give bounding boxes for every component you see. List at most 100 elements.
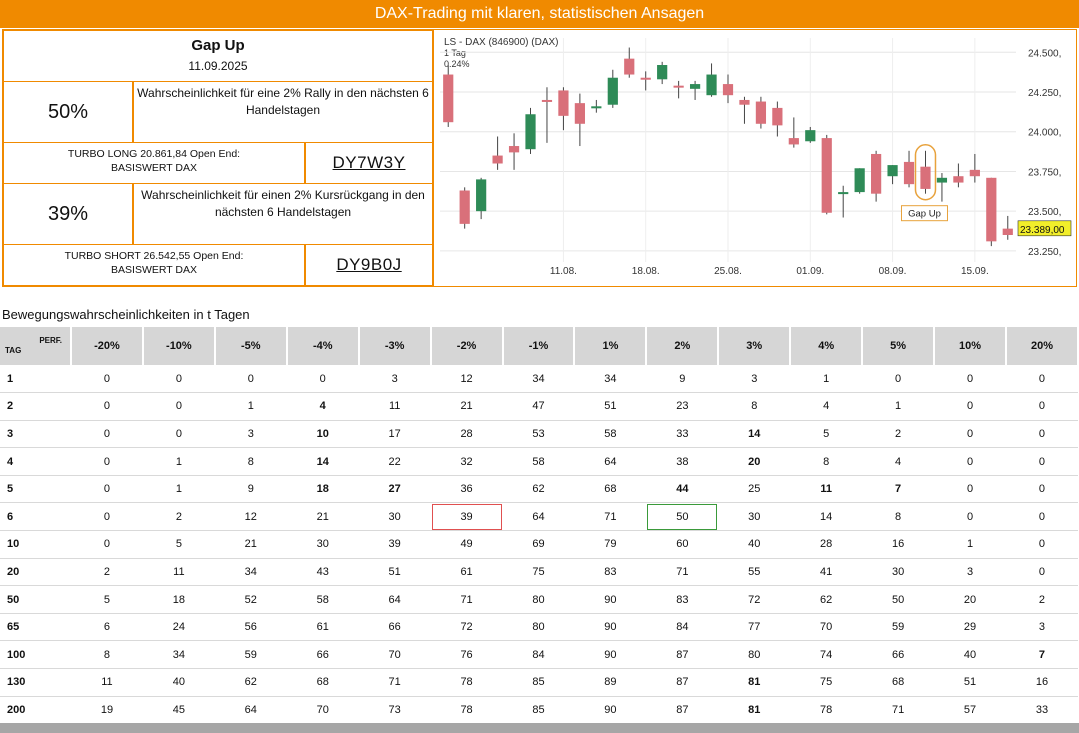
table-cell: 34 <box>574 365 647 394</box>
table-row: 10 0 5 21 30 39 49 69 79 60 40 28 16 1 0 <box>0 530 1078 559</box>
candle-body <box>492 155 503 164</box>
table-cell: 83 <box>574 558 647 587</box>
table-cell: 7 <box>1005 640 1078 670</box>
column-header: 1% <box>574 327 648 365</box>
candle-body <box>591 106 602 109</box>
turbo-long-code-link[interactable]: DY7W3Y <box>305 142 433 184</box>
table-cell: 78 <box>430 668 503 697</box>
candle-body <box>574 103 585 124</box>
table-header-row: PERF. TAG -20% -10% -5% -4% -3% -2% -1% 1% 2% 3% 4… <box>0 327 1079 365</box>
candle-body <box>722 84 734 96</box>
candle-body <box>558 90 569 116</box>
table-cell: 44 <box>646 475 719 504</box>
table-cell: 34 <box>502 365 575 394</box>
table-cell: 57 <box>934 696 1006 725</box>
candle-body <box>508 146 520 153</box>
table-cell: 55 <box>718 558 791 587</box>
table-cell: 41 <box>790 558 863 587</box>
column-header: -10% <box>142 327 216 365</box>
table-row: 5 0 1 9 18 27 36 62 68 44 25 11 7 0 0 <box>0 475 1078 504</box>
table-cell: 8 <box>71 640 143 670</box>
table-row: 50 5 18 52 58 64 71 80 90 83 72 62 50 20 2 <box>0 585 1078 614</box>
turbo-short-code-link[interactable]: DY9B0J <box>305 244 433 286</box>
table-cell: 0 <box>934 447 1006 476</box>
table-cell: 68 <box>286 668 359 697</box>
signal-header: Gap Up 11.09.2025 <box>3 30 433 82</box>
table-cell: 58 <box>502 447 575 476</box>
table-row: 2 0 0 1 4 11 21 47 51 23 8 4 1 0 0 <box>0 392 1078 421</box>
column-header: -5% <box>214 327 288 365</box>
table-cell: 0 <box>934 502 1006 532</box>
table-cell: 68 <box>862 668 935 697</box>
row-tag: 10 <box>0 530 71 559</box>
candle-body <box>821 138 832 213</box>
table-cell: 0 <box>71 530 143 559</box>
table-cell: 87 <box>646 696 719 725</box>
table-cell: 52 <box>214 585 287 614</box>
candle-body <box>657 65 668 80</box>
candle-body <box>887 165 898 177</box>
table-cell: 78 <box>430 696 503 725</box>
candle-body <box>969 169 980 177</box>
table-cell: 11 <box>358 392 431 421</box>
table-cell: 22 <box>358 447 431 476</box>
turbo-long-info: TURBO LONG 20.861,84 Open End: BASISWERT… <box>3 142 305 184</box>
gap-up-highlight-ring <box>914 144 937 201</box>
table-cell: 89 <box>574 668 647 697</box>
row-tag: 2 <box>0 392 71 421</box>
table-cell: 80 <box>502 613 575 642</box>
table-cell: 58 <box>286 585 359 614</box>
table-cell: 8 <box>790 447 863 476</box>
candle-body <box>953 176 964 183</box>
table-cell: 80 <box>718 640 791 670</box>
table-cell: 50 <box>862 585 935 614</box>
table-cell: 71 <box>430 585 503 614</box>
signal-date: 11.09.2025 <box>188 59 248 73</box>
table-cell: 7 <box>862 475 935 504</box>
row-tag: 4 <box>0 447 71 476</box>
table-cell: 5 <box>71 585 143 614</box>
table-cell: 1 <box>790 365 863 394</box>
table-cell: 28 <box>430 420 503 449</box>
table-cell: 51 <box>934 668 1006 697</box>
table-cell: 51 <box>358 558 431 587</box>
table-cell: 90 <box>574 696 647 725</box>
table-cell: 62 <box>790 585 863 614</box>
table-cell: 0 <box>934 475 1006 504</box>
row-tag: 65 <box>0 613 71 642</box>
table-cell: 12 <box>214 502 287 532</box>
table-cell: 81 <box>718 668 791 697</box>
row-tag: 100 <box>0 640 71 670</box>
table-cell: 0 <box>934 365 1006 394</box>
table-cell: 45 <box>142 696 215 725</box>
gap-up-label: Gap Up <box>908 209 941 220</box>
table-cell: 19 <box>71 696 143 725</box>
candle-body <box>755 101 767 124</box>
table-row: 200 19 45 64 70 73 78 85 90 87 81 78 71 57 33 <box>0 696 1078 725</box>
table-cell: 62 <box>502 475 575 504</box>
corner-header: PERF. TAG <box>0 327 72 365</box>
signal-panel: Gap Up 11.09.2025 50% Wahrscheinlichkeit… <box>2 29 434 287</box>
y-tick-label: 23.750, <box>1028 167 1061 178</box>
table-cell: 59 <box>862 613 935 642</box>
table-cell: 84 <box>646 613 719 642</box>
candle-body <box>936 177 948 183</box>
up-probability: 50% <box>3 81 133 143</box>
column-header: -3% <box>358 327 432 365</box>
table-cell: 2 <box>862 420 935 449</box>
table-cell: 1 <box>142 475 215 504</box>
table-cell: 61 <box>430 558 503 587</box>
table-cell: 0 <box>934 420 1006 449</box>
table-cell: 0 <box>1005 365 1078 394</box>
down-probability: 39% <box>3 183 133 245</box>
candle-body <box>706 74 717 96</box>
x-tick-label: 25.08. <box>714 266 742 277</box>
table-row: 6 0 2 12 21 30 39 64 71 50 30 14 8 0 0 <box>0 502 1078 532</box>
candle-body <box>871 153 882 194</box>
table-cell: 56 <box>214 613 287 642</box>
row-tag: 200 <box>0 696 71 725</box>
table-cell: 71 <box>358 668 431 697</box>
table-cell: 33 <box>1005 696 1078 725</box>
table-cell: 87 <box>646 668 719 697</box>
table-cell: 64 <box>358 585 431 614</box>
